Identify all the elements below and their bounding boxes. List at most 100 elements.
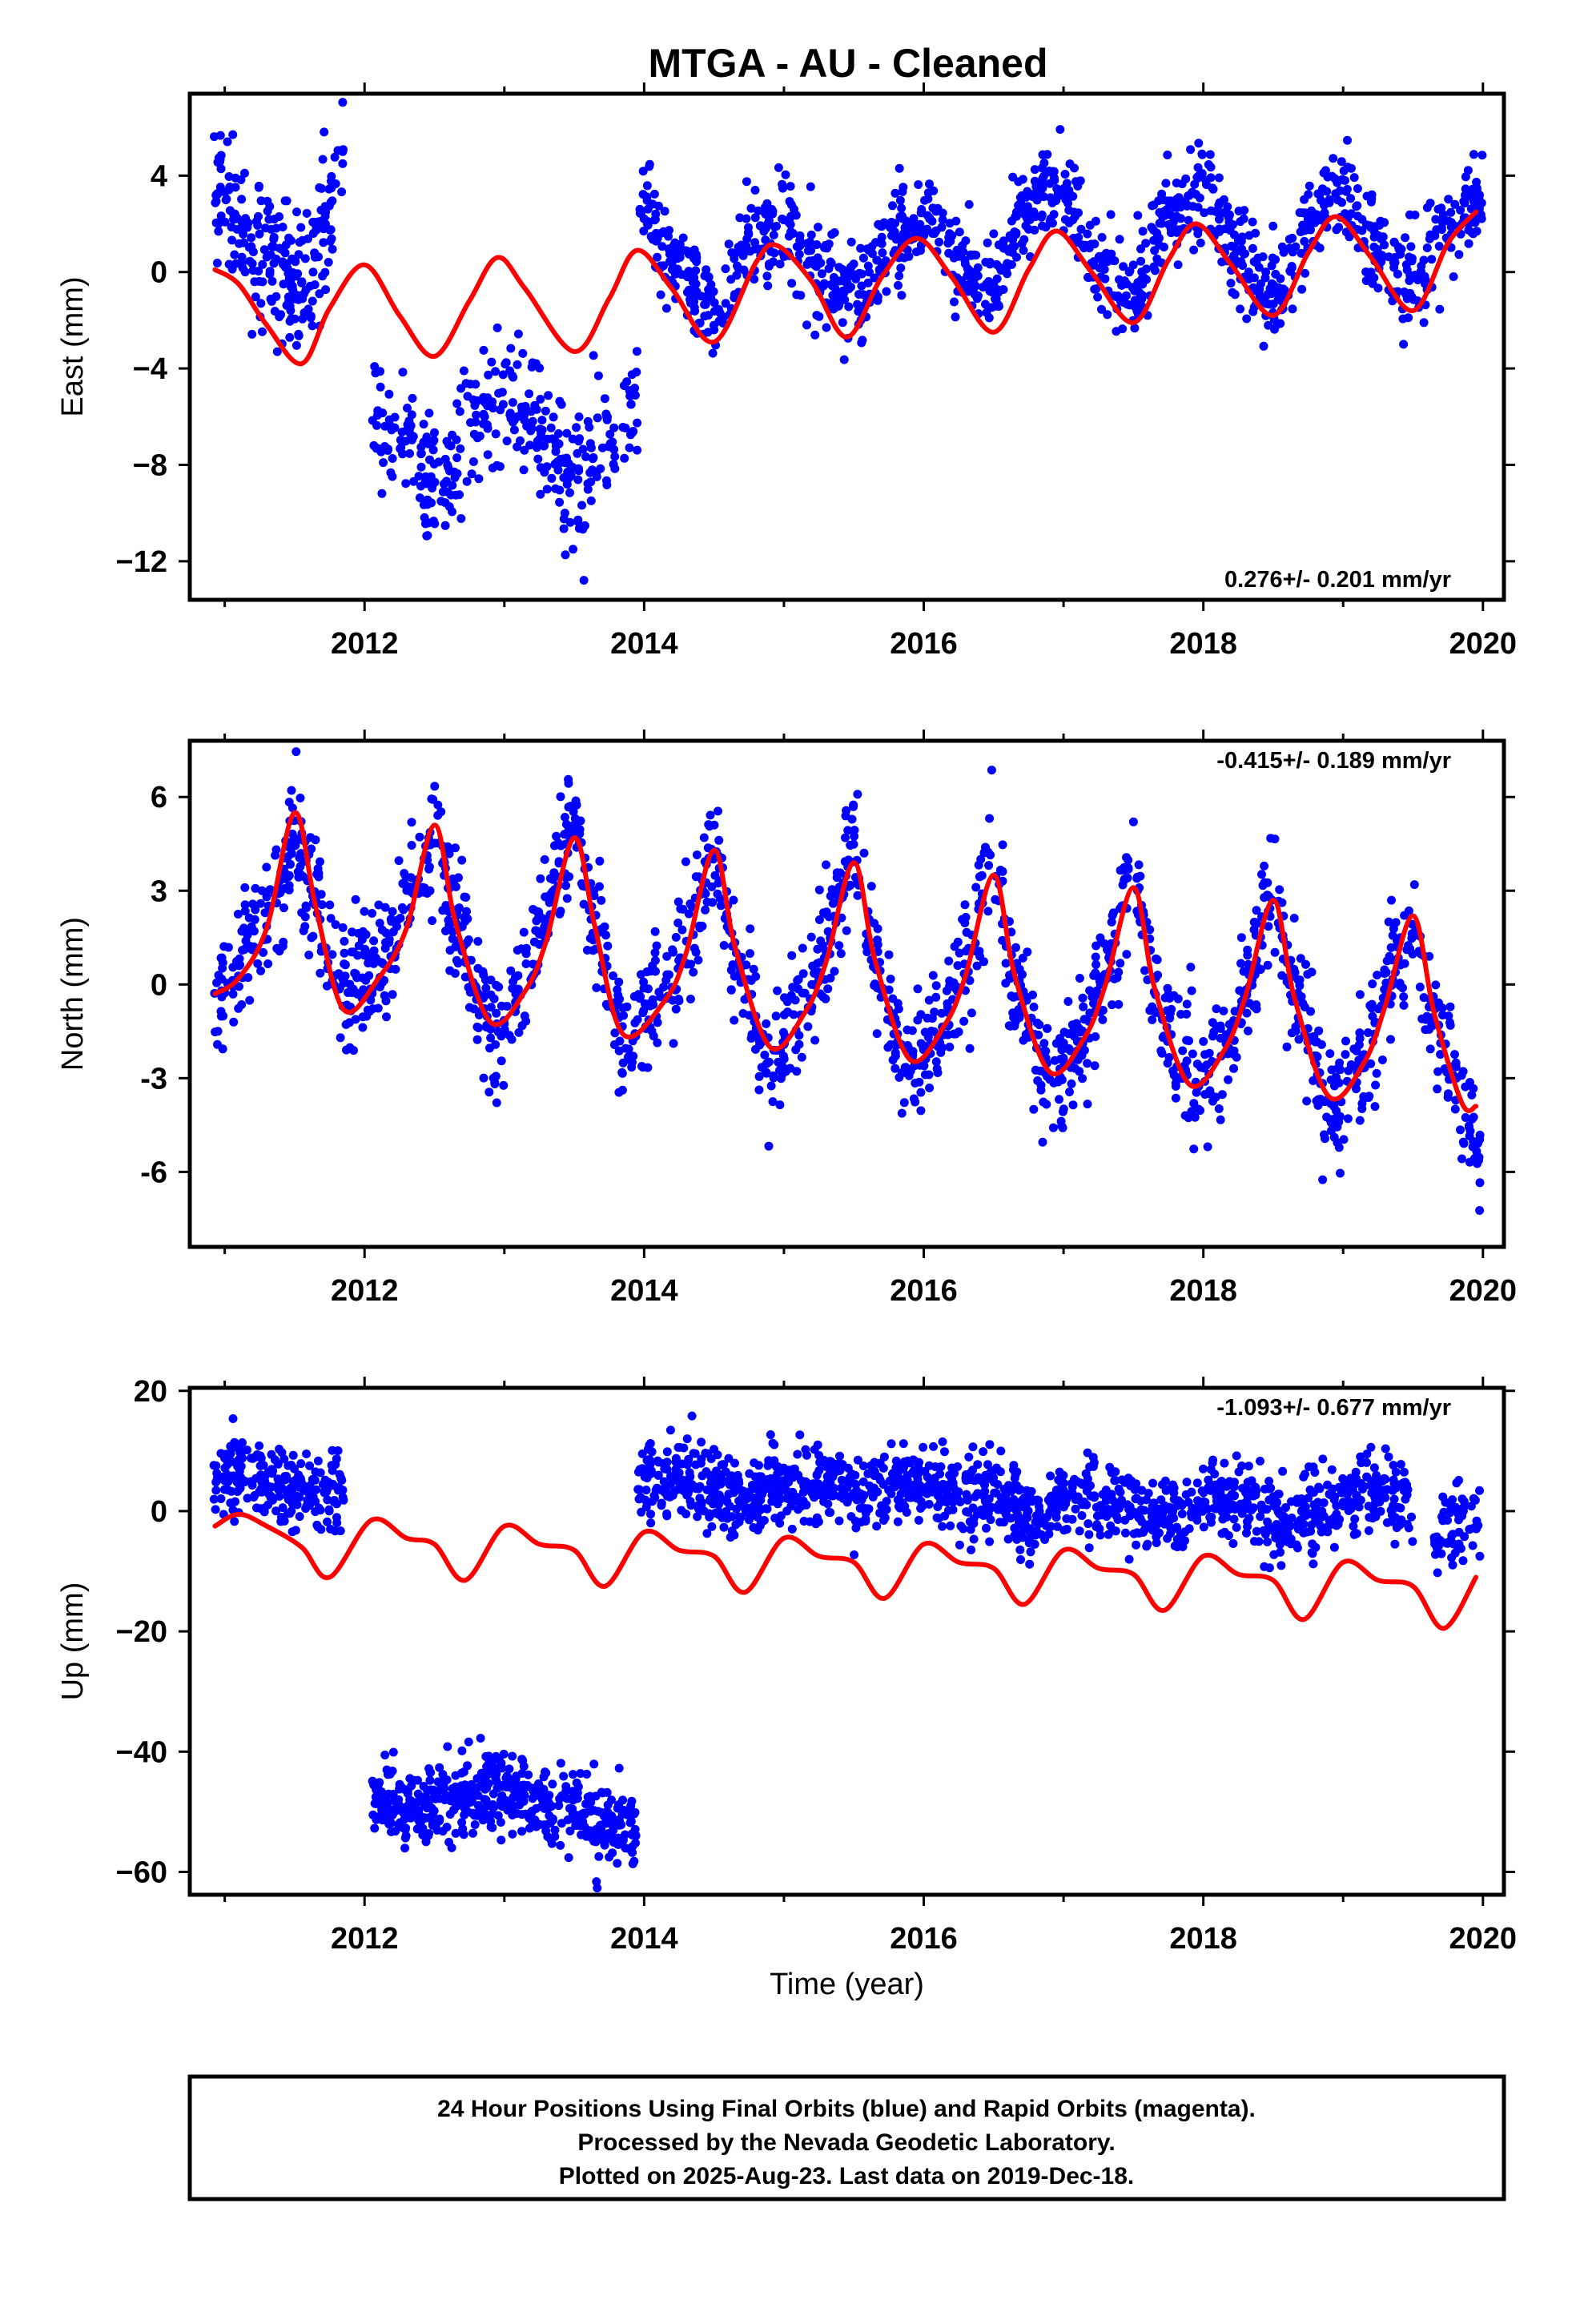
data-point — [938, 215, 947, 224]
data-point — [1464, 225, 1473, 235]
data-point — [492, 1098, 501, 1108]
data-point — [1118, 324, 1128, 334]
data-point — [976, 854, 986, 864]
data-point — [223, 1486, 233, 1495]
data-point — [438, 487, 448, 497]
data-point — [1140, 966, 1149, 975]
data-point — [1090, 239, 1100, 249]
data-point — [1069, 207, 1079, 217]
data-point — [888, 994, 898, 1003]
data-point — [391, 964, 400, 974]
data-point — [627, 1829, 637, 1839]
data-point — [769, 1071, 778, 1080]
data-point — [1067, 1020, 1077, 1030]
data-point — [673, 264, 682, 274]
data-point — [440, 521, 450, 530]
data-point — [287, 1485, 297, 1494]
data-point — [513, 442, 522, 452]
data-point — [430, 428, 439, 437]
data-point — [499, 1749, 509, 1759]
data-point — [944, 248, 954, 258]
data-point — [1399, 1000, 1409, 1010]
data-point — [562, 480, 572, 489]
data-point — [1033, 1076, 1043, 1085]
data-point — [849, 802, 858, 811]
data-point — [793, 1449, 802, 1459]
data-point — [496, 1800, 505, 1810]
data-point — [1083, 229, 1092, 239]
data-point — [1097, 232, 1107, 242]
data-point — [1389, 237, 1399, 247]
data-point — [806, 237, 814, 247]
data-point — [1229, 1063, 1238, 1073]
data-point — [786, 227, 796, 236]
data-point — [562, 453, 571, 463]
data-point — [517, 1827, 527, 1836]
data-point — [1301, 959, 1310, 969]
data-point — [580, 1810, 589, 1819]
data-point — [1261, 267, 1271, 277]
data-point — [854, 290, 863, 299]
data-point — [472, 1035, 482, 1044]
data-point — [1147, 223, 1156, 232]
data-point — [1232, 1451, 1241, 1461]
data-point — [480, 1795, 490, 1804]
data-point — [211, 1461, 221, 1470]
data-point — [995, 866, 1005, 875]
data-point — [1271, 255, 1280, 264]
data-point — [817, 269, 826, 279]
data-point — [459, 366, 468, 376]
east-model-line — [212, 209, 1479, 367]
data-point — [746, 924, 755, 934]
data-point — [555, 497, 565, 507]
data-point — [762, 1059, 771, 1068]
data-point — [750, 186, 760, 195]
data-point — [1010, 242, 1019, 251]
data-point — [519, 465, 529, 475]
y-tick-label: −12 — [116, 545, 167, 579]
data-point — [348, 984, 358, 994]
data-point — [706, 280, 716, 289]
data-point — [316, 205, 326, 215]
data-point — [1385, 951, 1394, 961]
data-point — [1343, 1114, 1353, 1124]
data-point — [1184, 215, 1193, 225]
data-point — [846, 880, 854, 890]
data-point — [1465, 191, 1475, 200]
data-point — [1011, 1014, 1021, 1023]
data-point — [1136, 244, 1145, 254]
data-point — [591, 1824, 601, 1834]
data-point — [747, 1030, 757, 1039]
data-point — [899, 253, 909, 263]
data-point — [314, 1503, 324, 1513]
data-point — [850, 270, 859, 279]
data-point — [565, 1826, 575, 1835]
data-point — [935, 237, 944, 247]
data-point — [472, 1774, 482, 1783]
data-point — [284, 842, 294, 852]
data-point — [221, 195, 231, 205]
data-point — [456, 444, 465, 453]
data-point — [636, 970, 645, 979]
data-point — [230, 250, 239, 259]
data-point — [394, 856, 404, 866]
data-point — [1450, 1104, 1460, 1114]
data-point — [492, 1008, 501, 1018]
data-point — [272, 347, 282, 356]
data-point — [975, 872, 984, 882]
data-point — [626, 400, 636, 409]
data-point — [287, 786, 296, 795]
data-point — [924, 995, 934, 1005]
data-point — [376, 382, 385, 392]
data-point — [1223, 202, 1232, 211]
data-point — [1339, 166, 1349, 175]
data-point — [257, 1487, 267, 1497]
data-point — [814, 223, 822, 232]
data-point — [1391, 918, 1401, 927]
data-point — [419, 1782, 428, 1791]
data-point — [223, 1460, 232, 1470]
data-point — [442, 436, 452, 446]
data-point — [1171, 1079, 1180, 1088]
data-point — [251, 905, 260, 915]
data-point — [1100, 939, 1109, 948]
